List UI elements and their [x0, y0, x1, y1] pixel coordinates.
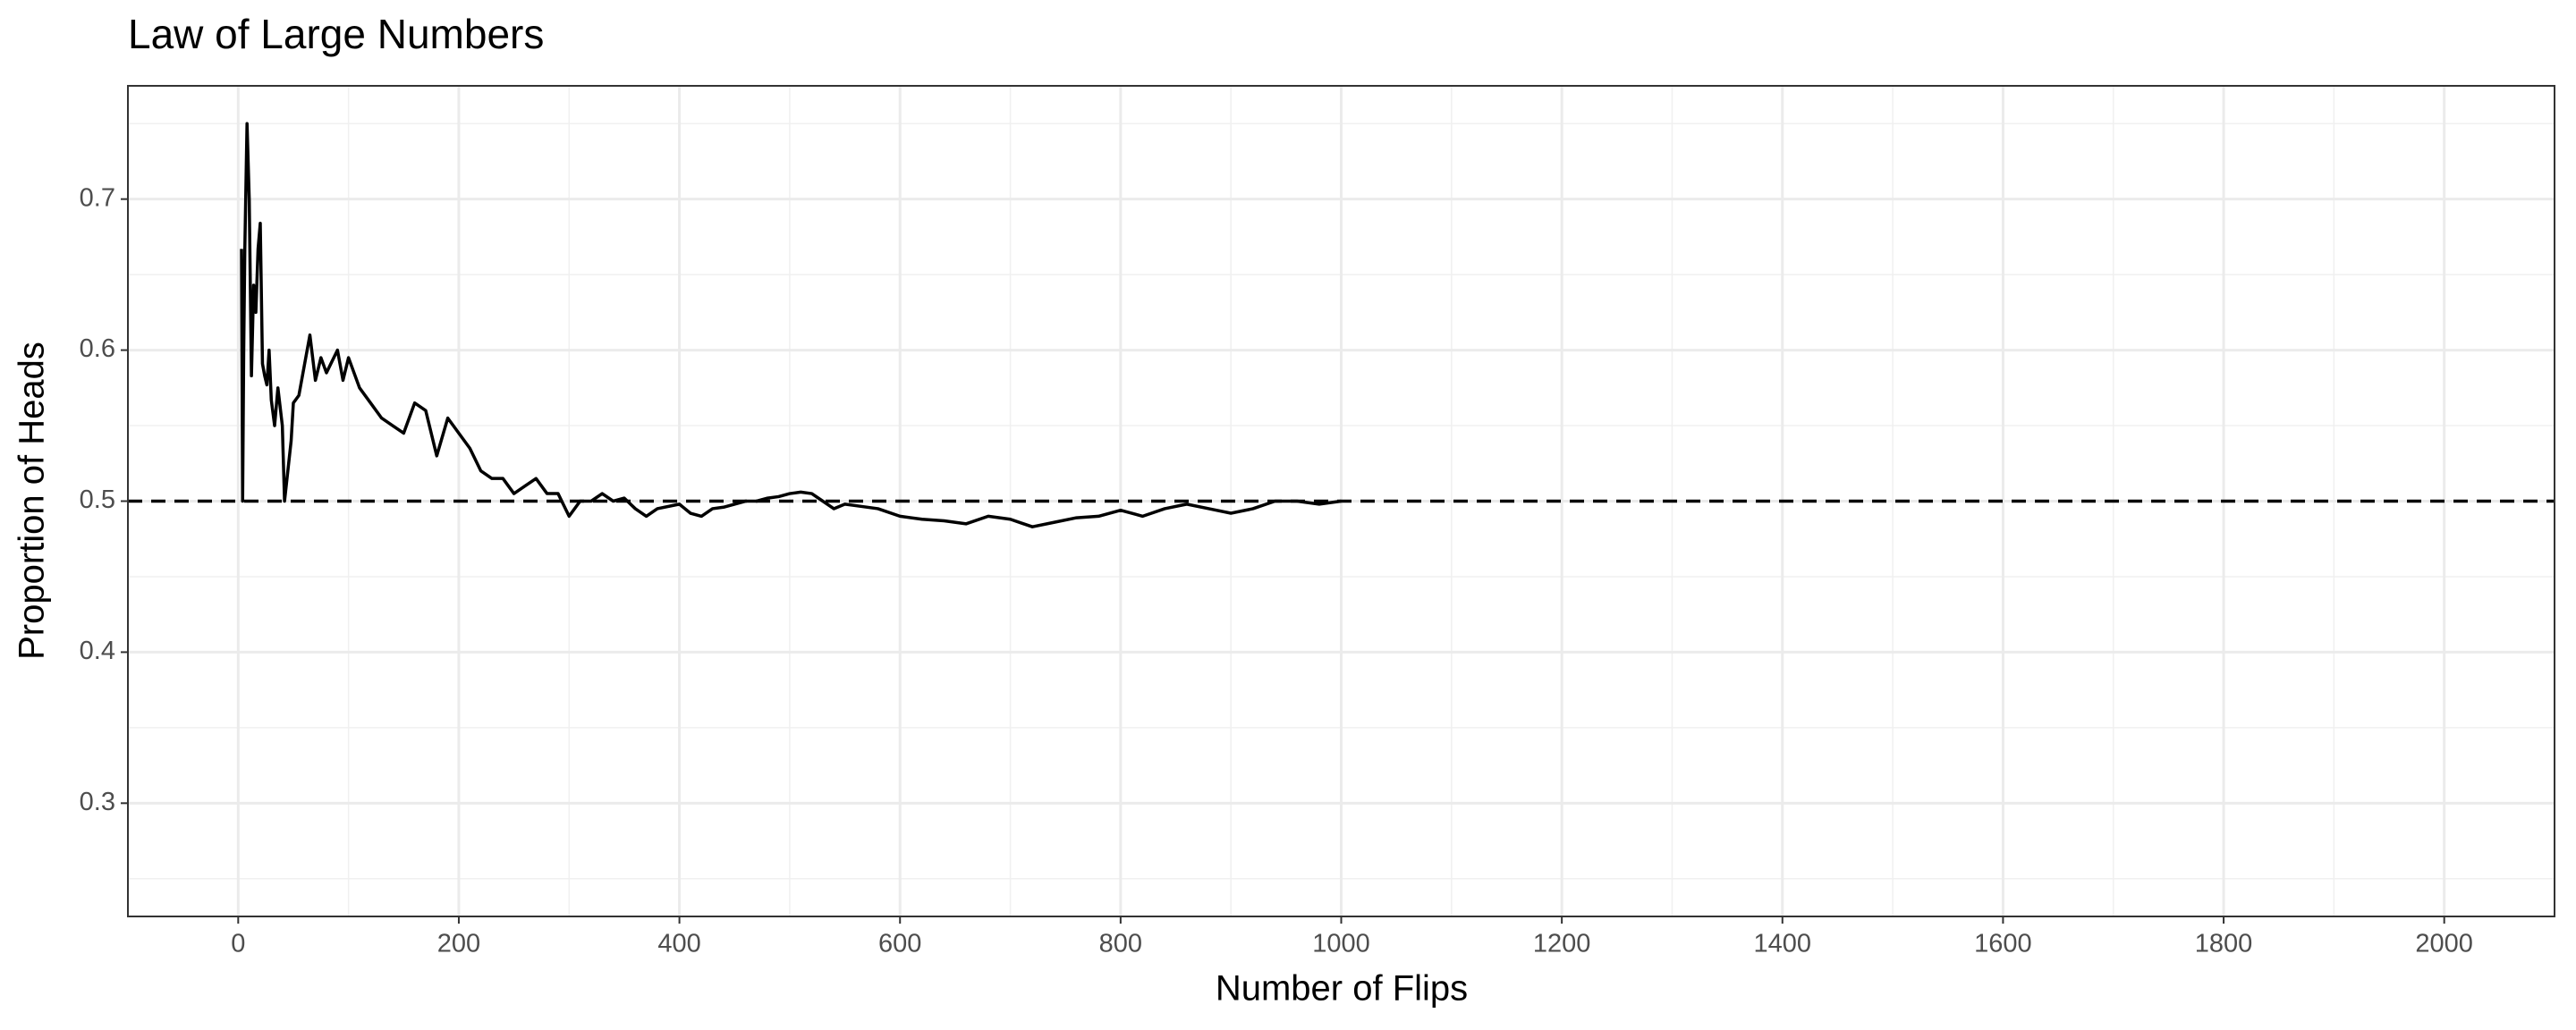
x-axis-title: Number of Flips	[1216, 969, 1468, 1009]
y-tick-label: 0.3	[80, 788, 115, 816]
y-tick-label: 0.4	[80, 637, 115, 665]
x-tick-label: 1800	[2195, 930, 2253, 958]
x-tick-label: 800	[1099, 930, 1142, 958]
x-tick-label: 200	[437, 930, 480, 958]
x-tick-label: 600	[878, 930, 921, 958]
panel-border	[127, 85, 2555, 917]
x-tick-label: 1400	[1754, 930, 1812, 958]
y-tick-label: 0.7	[80, 183, 115, 212]
x-tick-label: 1000	[1312, 930, 1370, 958]
x-tick-label: 1600	[1974, 930, 2032, 958]
data-line	[240, 122, 1342, 528]
y-tick-label: 0.5	[80, 485, 115, 514]
x-tick-label: 1200	[1533, 930, 1591, 958]
x-tick-label: 2000	[2415, 930, 2473, 958]
y-axis-title: Proportion of Heads	[13, 342, 52, 660]
chart-title: Law of Large Numbers	[128, 11, 544, 57]
x-tick-label: 0	[231, 930, 245, 958]
x-tick-label: 400	[657, 930, 700, 958]
y-tick-label: 0.6	[80, 334, 115, 363]
